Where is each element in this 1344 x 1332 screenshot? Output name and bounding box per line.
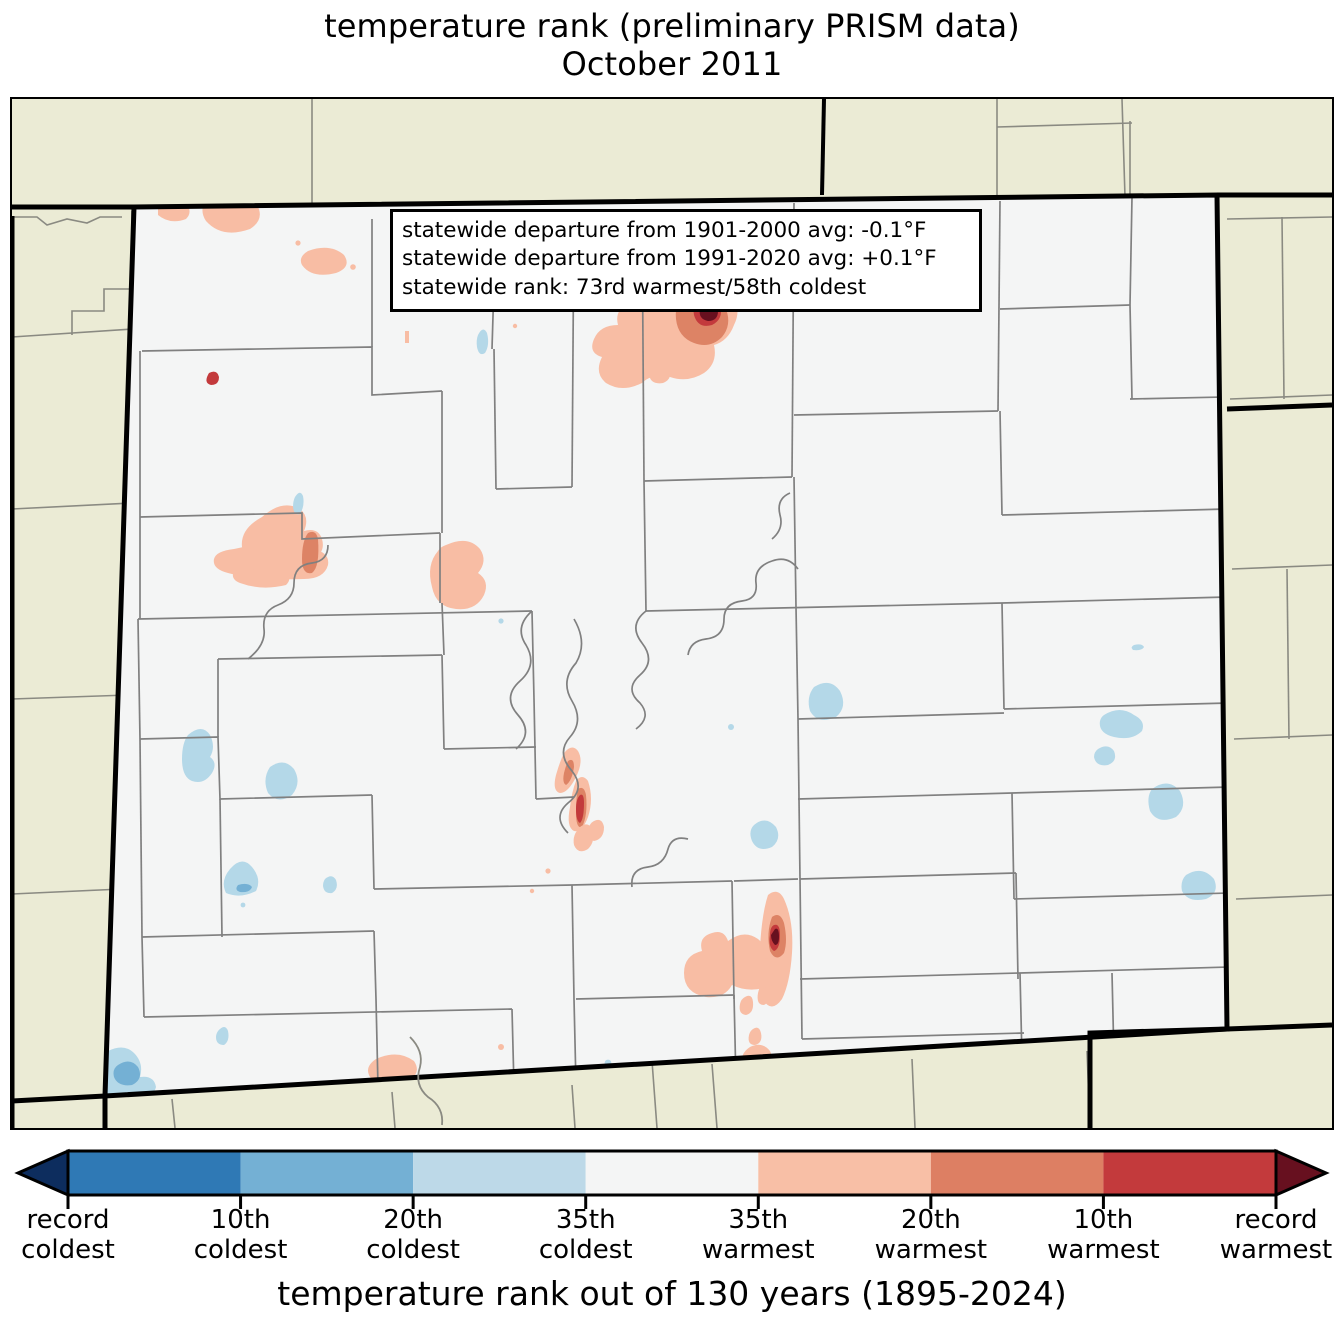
colorbar-border <box>66 1149 1278 1197</box>
neighbor-state-borders-secondary <box>104 99 1228 1098</box>
colorbar-label-1-bottom: coldest <box>193 1235 288 1266</box>
colorado-interior <box>105 195 1227 1096</box>
cold-anomaly-patches <box>105 329 1216 1096</box>
river-line <box>409 1036 444 1126</box>
colorbar-segment-5 <box>930 1151 1104 1195</box>
colorbar-segment-0 <box>68 1151 241 1195</box>
colorbar-label-1: 10th coldest <box>161 1205 321 1265</box>
stats-line-1: statewide departure from 1901-2000 avg: … <box>402 218 927 243</box>
colorbar-label-0: record coldest <box>0 1205 148 1265</box>
map-panel: statewide departure from 1901-2000 avg: … <box>10 97 1334 1130</box>
colorbar-label-7-top: record <box>1234 1205 1318 1235</box>
colorbar-label-3: 35th coldest <box>506 1205 666 1265</box>
neighbor-state-borders <box>12 192 1332 1128</box>
colorbar-ticks <box>66 1195 1278 1209</box>
title-line-2: October 2011 <box>561 44 783 83</box>
colorbar-label-4-bottom: warmest <box>702 1235 815 1266</box>
statewide-stats-box: statewide departure from 1901-2000 avg: … <box>390 209 982 313</box>
colorbar-segment-1 <box>240 1151 414 1195</box>
title-line-1: temperature rank (preliminary PRISM data… <box>324 7 1020 45</box>
colorbar-label-6: 10th warmest <box>1023 1205 1183 1265</box>
colorbar-cap-record-warmest <box>1274 1148 1330 1198</box>
colorbar-label-5-bottom: warmest <box>874 1235 988 1266</box>
colorbar-label-2-top: 20th <box>383 1205 443 1235</box>
colorbar-legend: record coldest 10th coldest 20th coldest… <box>0 1143 1344 1273</box>
colorbar-label-3-bottom: coldest <box>538 1235 633 1266</box>
colorbar-label-7-bottom: warmest <box>1219 1235 1333 1266</box>
colorbar-label-2: 20th coldest <box>333 1205 493 1265</box>
colorbar-label-0-bottom: coldest <box>21 1235 115 1266</box>
colorbar-label-4-top: 35th <box>728 1205 789 1235</box>
colorbar-label-6-bottom: warmest <box>1047 1235 1160 1266</box>
colorbar-label-1-top: 10th <box>210 1205 271 1235</box>
colorbar-label-2-bottom: coldest <box>366 1235 460 1266</box>
stats-line-3: statewide rank: 73rd warmest/58th coldes… <box>402 274 867 300</box>
page-title: temperature rank (preliminary PRISM data… <box>0 7 1344 84</box>
neighbor-county-lines <box>12 99 1332 1128</box>
colorbar-segment-2 <box>413 1151 586 1195</box>
stats-line-2: statewide departure from 1991-2020 avg: … <box>402 246 937 272</box>
colorbar-swatches <box>14 1148 1330 1209</box>
colorbar-segment-4 <box>758 1151 931 1195</box>
colorbar-segment-6 <box>1103 1151 1276 1195</box>
colorbar-label-7: record warmest <box>1196 1205 1344 1265</box>
colorbar-segment-3 <box>585 1151 759 1195</box>
colorbar-label-3-top: 35th <box>555 1205 616 1235</box>
colorbar-label-4: 35th warmest <box>678 1205 838 1265</box>
colorbar-cap-record-coldest <box>14 1148 70 1198</box>
colorbar-label-5: 20th warmest <box>851 1205 1011 1265</box>
colorbar-tick-labels: record coldest 10th coldest 20th coldest… <box>0 1205 1344 1275</box>
colorbar-caption: temperature rank out of 130 years (1895-… <box>277 1274 1067 1313</box>
colorbar-label-0-top: record <box>26 1205 110 1235</box>
colorbar-label-6-top: 10th <box>1073 1205 1134 1235</box>
colorbar-label-5-top: 20th <box>900 1205 961 1235</box>
